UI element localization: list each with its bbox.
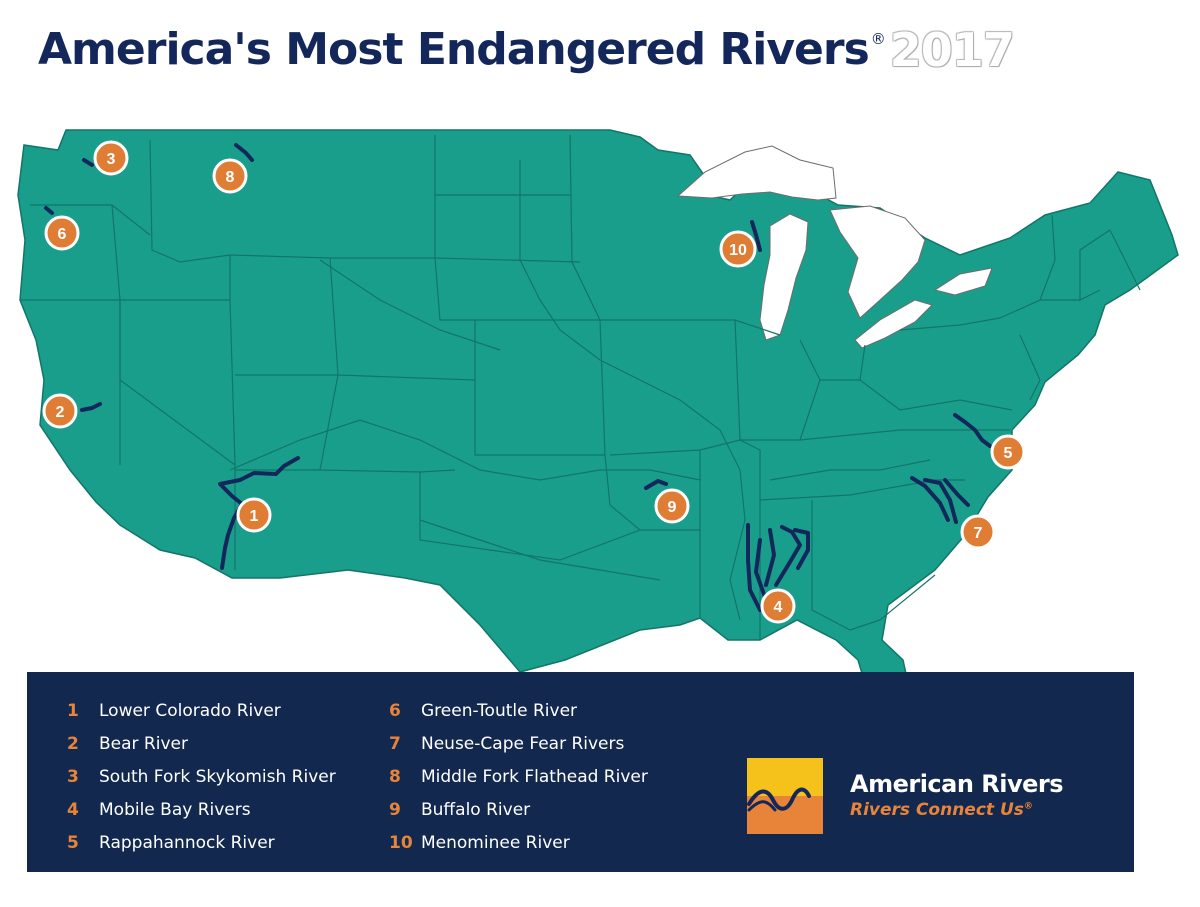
marker-8-label: 8 (226, 169, 235, 186)
legend-label: Lower Colorado River (99, 700, 281, 721)
river-buffalo (644, 479, 668, 490)
river-bear (80, 402, 102, 412)
logo-text: American Rivers Rivers Connect Us® (850, 770, 1064, 820)
river-lower-colorado (218, 456, 300, 570)
legend-num: 5 (67, 832, 79, 853)
legend-label: Mobile Bay Rivers (99, 799, 251, 820)
marker-5-label: 5 (1004, 445, 1013, 462)
legend-item: 5 Rappahannock River (67, 826, 336, 859)
legend-item: 3 South Fork Skykomish River (67, 760, 336, 793)
legend-num: 7 (389, 733, 401, 754)
title-text: America's Most Endangered Rivers (38, 24, 870, 75)
american-rivers-logo-icon (747, 758, 823, 834)
river-flathead (234, 143, 254, 162)
legend-item: 6 Green-Toutle River (389, 694, 648, 727)
river-markers: 1 2 3 4 5 6 7 8 (42, 140, 1026, 624)
marker-9-label: 9 (668, 499, 677, 516)
river-skykomish (82, 158, 94, 167)
legend-label: Neuse-Cape Fear Rivers (421, 733, 625, 754)
river-neuse-cape-fear (910, 476, 970, 524)
river-rappahannock (953, 413, 992, 448)
legend-label: Buffalo River (421, 799, 531, 820)
legend-num: 6 (389, 700, 401, 721)
lake-erie (854, 299, 933, 349)
marker-4[interactable]: 4 (760, 588, 796, 624)
registered-mark: ® (870, 30, 886, 48)
legend-num: 3 (67, 766, 79, 787)
legend-label: Middle Fork Flathead River (421, 766, 648, 787)
marker-7[interactable]: 7 (960, 514, 996, 550)
us-map: 1 2 3 4 5 6 7 8 (17, 129, 1179, 754)
marker-5[interactable]: 5 (990, 434, 1026, 470)
logo-tagline-reg: ® (1023, 801, 1033, 812)
legend-num: 2 (67, 733, 79, 754)
legend-item: 7 Neuse-Cape Fear Rivers (389, 727, 648, 760)
logo-tagline: Rivers Connect Us® (850, 800, 1063, 820)
marker-10[interactable]: 10 (719, 230, 757, 268)
legend-num: 4 (67, 799, 79, 820)
logo-name: American Rivers (850, 770, 1064, 798)
legend-num: 1 (67, 700, 79, 721)
lake-ontario (933, 267, 993, 296)
legend-item: 2 Bear River (67, 727, 336, 760)
marker-7-label: 7 (974, 525, 983, 542)
marker-3-label: 3 (107, 151, 116, 168)
legend-item: 4 Mobile Bay Rivers (67, 793, 336, 826)
legend-item: 10 Menominee River (389, 826, 648, 859)
marker-8[interactable]: 8 (212, 158, 248, 194)
river-mobile-bay (746, 523, 810, 612)
legend-column-left: 1 Lower Colorado River 2 Bear River 3 South… (67, 694, 336, 859)
map-title: America's Most Endangered Rivers ® 2017 (38, 18, 1015, 82)
legend-label: Green-Toutle River (421, 700, 578, 721)
legend-label: Bear River (99, 733, 188, 754)
marker-3[interactable]: 3 (93, 140, 129, 176)
legend-num: 10 (389, 832, 413, 853)
title-year: 2017 (889, 23, 1015, 77)
endangered-rivers (44, 143, 992, 612)
legend-label: Menominee River (421, 832, 570, 853)
marker-6-label: 6 (58, 226, 67, 243)
marker-1-label: 1 (250, 508, 259, 525)
marker-2-label: 2 (56, 404, 65, 421)
legend-panel: 1 Lower Colorado River 2 Bear River 3 South… (27, 672, 1134, 872)
legend-column-right: 6 Green-Toutle River 7 Neuse-Cape Fear Riv… (389, 694, 648, 859)
marker-2[interactable]: 2 (42, 393, 78, 429)
logo-tagline-text: Rivers Connect Us (850, 800, 1024, 820)
marker-9[interactable]: 9 (654, 488, 690, 524)
lake-michigan (759, 213, 809, 341)
lake-huron (829, 205, 926, 319)
marker-10-label: 10 (729, 242, 747, 259)
legend-item: 9 Buffalo River (389, 793, 648, 826)
legend-num: 8 (389, 766, 401, 787)
legend-label: South Fork Skykomish River (99, 766, 336, 787)
legend-num: 9 (389, 799, 401, 820)
legend-item: 8 Middle Fork Flathead River (389, 760, 648, 793)
marker-1[interactable]: 1 (236, 497, 272, 533)
lake-superior (676, 145, 837, 201)
legend-item: 1 Lower Colorado River (67, 694, 336, 727)
river-green-toutle (44, 206, 54, 215)
marker-6[interactable]: 6 (44, 215, 80, 251)
legend-label: Rappahannock River (99, 832, 275, 853)
river-menominee (750, 220, 762, 252)
marker-4-label: 4 (774, 599, 783, 616)
minor-rivers (229, 160, 931, 621)
